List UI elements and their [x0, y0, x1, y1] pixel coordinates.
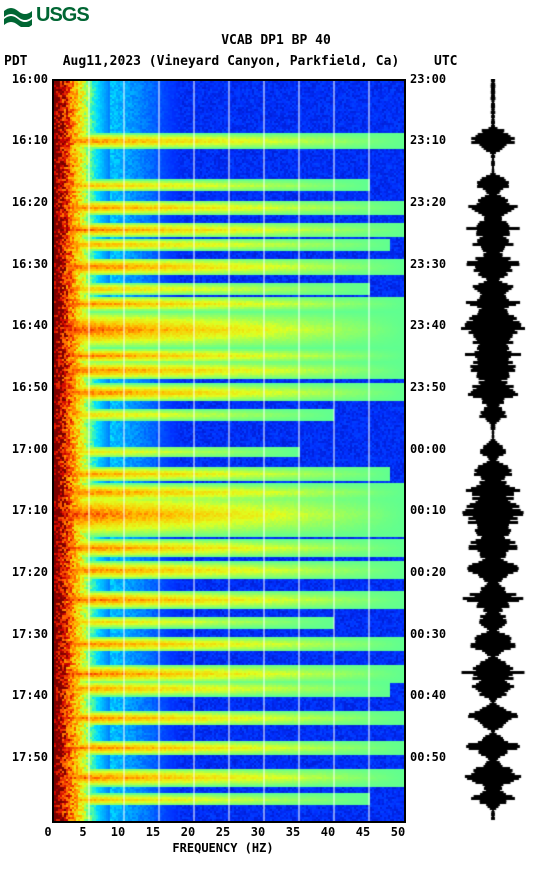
usgs-logo: USGS	[4, 4, 548, 27]
timezone-left: PDT	[4, 54, 48, 69]
x-tick: 15	[146, 825, 160, 839]
x-axis-label: FREQUENCY (HZ)	[48, 841, 398, 855]
x-tick: 0	[44, 825, 51, 839]
x-tick: 45	[356, 825, 370, 839]
spectrogram-canvas	[52, 79, 406, 823]
x-tick: 20	[181, 825, 195, 839]
chart-title: VCAB DP1 BP 40	[4, 33, 548, 50]
waveform-canvas	[458, 79, 528, 823]
y-axis-left-pdt: 16:0016:1016:2016:3016:4016:5017:0017:10…	[4, 79, 52, 819]
spectrogram-chart: VCAB DP1 BP 40 PDT Aug11,2023 (Vineyard …	[4, 33, 548, 855]
x-tick: 40	[321, 825, 335, 839]
x-tick: 50	[391, 825, 405, 839]
usgs-wave-icon	[4, 5, 32, 27]
x-tick: 35	[286, 825, 300, 839]
x-tick: 5	[79, 825, 86, 839]
x-tick: 10	[111, 825, 125, 839]
usgs-logo-text: USGS	[36, 4, 89, 27]
x-tick: 25	[216, 825, 230, 839]
x-axis-frequency: 05101520253035404550	[48, 823, 398, 841]
x-tick: 30	[251, 825, 265, 839]
y-axis-right-utc: 23:0023:1023:2023:3023:4023:5000:0000:10…	[406, 79, 454, 819]
chart-subtitle: Aug11,2023 (Vineyard Canyon, Parkfield, …	[48, 54, 414, 69]
timezone-right: UTC	[414, 54, 548, 69]
